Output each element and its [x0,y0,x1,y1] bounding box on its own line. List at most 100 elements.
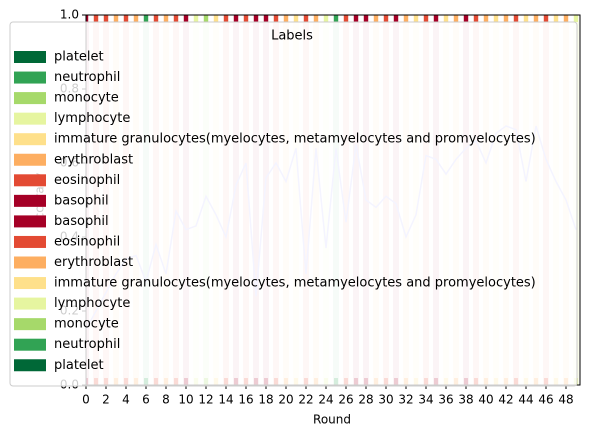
round-strip-top [564,15,568,22]
legend-swatch [14,92,46,105]
y-tick-label: 1.0 [60,8,79,22]
x-tick-label: 24 [318,393,333,407]
round-strip-top [274,15,278,22]
round-strip-top [154,15,158,22]
round-strip-top [394,15,398,22]
x-tick-label: 0 [82,393,90,407]
round-strip-top [514,15,518,22]
x-tick-label: 4 [122,393,130,407]
round-strip-top [304,15,308,22]
legend-label: basophil [54,214,109,229]
legend-label: monocyte [54,317,119,332]
legend-swatch [14,112,46,125]
round-strip-top [114,15,118,22]
round-strip-top [244,15,248,22]
round-strip-top [314,15,318,22]
legend-swatch [14,256,46,269]
x-tick-label: 20 [278,393,293,407]
x-tick-label: 48 [558,393,573,407]
legend-label: immature granulocytes(myelocytes, metamy… [54,276,536,291]
legend-label: eosinophil [54,234,120,249]
round-strip-top [174,15,178,22]
x-tick-label: 16 [238,393,253,407]
round-strip-top [404,15,408,22]
round-strip-top [374,15,378,22]
legend-swatch [14,297,46,310]
legend-swatch [14,71,46,84]
round-strip-top [204,15,208,22]
round-strip-top [254,15,258,22]
round-strip-top [324,15,328,22]
round-strip-top [264,15,268,22]
x-tick-label: 28 [358,393,373,407]
round-strip-top [184,15,188,22]
round-strip-top [454,15,458,22]
round-strip-top [384,15,388,22]
x-tick-label: 34 [418,393,433,407]
round-strip-top [294,15,298,22]
round-strip-top [574,15,578,22]
round-strip-top [104,15,108,22]
x-tick-label: 10 [178,393,193,407]
round-strip-top [434,15,438,22]
round-strip-top [364,15,368,22]
x-tick-label: 14 [218,393,233,407]
round-strip-top [524,15,528,22]
legend-swatch [14,51,46,63]
round-strip-top [124,15,128,22]
legend-label: erythroblast [54,152,133,167]
legend-swatch [14,318,46,331]
x-tick-label: 12 [198,393,213,407]
x-tick-label: 46 [538,393,553,407]
x-tick-label: 6 [142,393,150,407]
legend-swatch [14,215,46,228]
legend-swatch [14,359,46,372]
legend-title: Labels [271,29,313,44]
legend-label: lymphocyte [54,111,130,126]
round-strip-top [474,15,478,22]
round-strip-top [554,15,558,22]
round-strip-top [334,15,338,22]
round-strip-top [224,15,228,22]
round-strip-top [444,15,448,22]
round-strip-top [484,15,488,22]
round-strip-top [544,15,548,22]
round-strip-top [234,15,238,22]
round-strip-top [134,15,138,22]
legend-swatch [14,153,46,166]
x-tick-label: 18 [258,393,273,407]
x-tick-label: 36 [438,393,453,407]
legend-label: eosinophil [54,173,120,188]
legend-label: lymphocyte [54,296,130,311]
round-strip-top [284,15,288,22]
round-strip-top [144,15,148,22]
round-strip-top [464,15,468,22]
legend-swatch [14,235,46,248]
legend-label: platelet [54,358,104,373]
x-tick-label: 22 [298,393,313,407]
x-tick-label: 2 [102,393,110,407]
round-strip-top [414,15,418,22]
round-strip-top [354,15,358,22]
round-strip-top [344,15,348,22]
round-strip-top [494,15,498,22]
round-strip-top [194,15,198,22]
round-strip-top [424,15,428,22]
legend-swatch [14,277,46,290]
round-strip-top [94,15,98,22]
x-tick-label: 44 [518,393,533,407]
round-strip-top [504,15,508,22]
legend-label: platelet [54,50,104,65]
legend-swatch [14,174,46,187]
x-tick-label: 42 [498,393,513,407]
x-tick-label: 38 [458,393,473,407]
x-tick-label: 40 [478,393,493,407]
legend-label: immature granulocytes(myelocytes, metamy… [54,132,536,147]
legend-swatch [14,338,46,351]
legend-label: neutrophil [54,337,120,352]
legend-label: neutrophil [54,70,120,85]
x-tick-label: 8 [162,393,170,407]
x-axis-label: Round [313,413,351,427]
legend-label: monocyte [54,91,119,106]
